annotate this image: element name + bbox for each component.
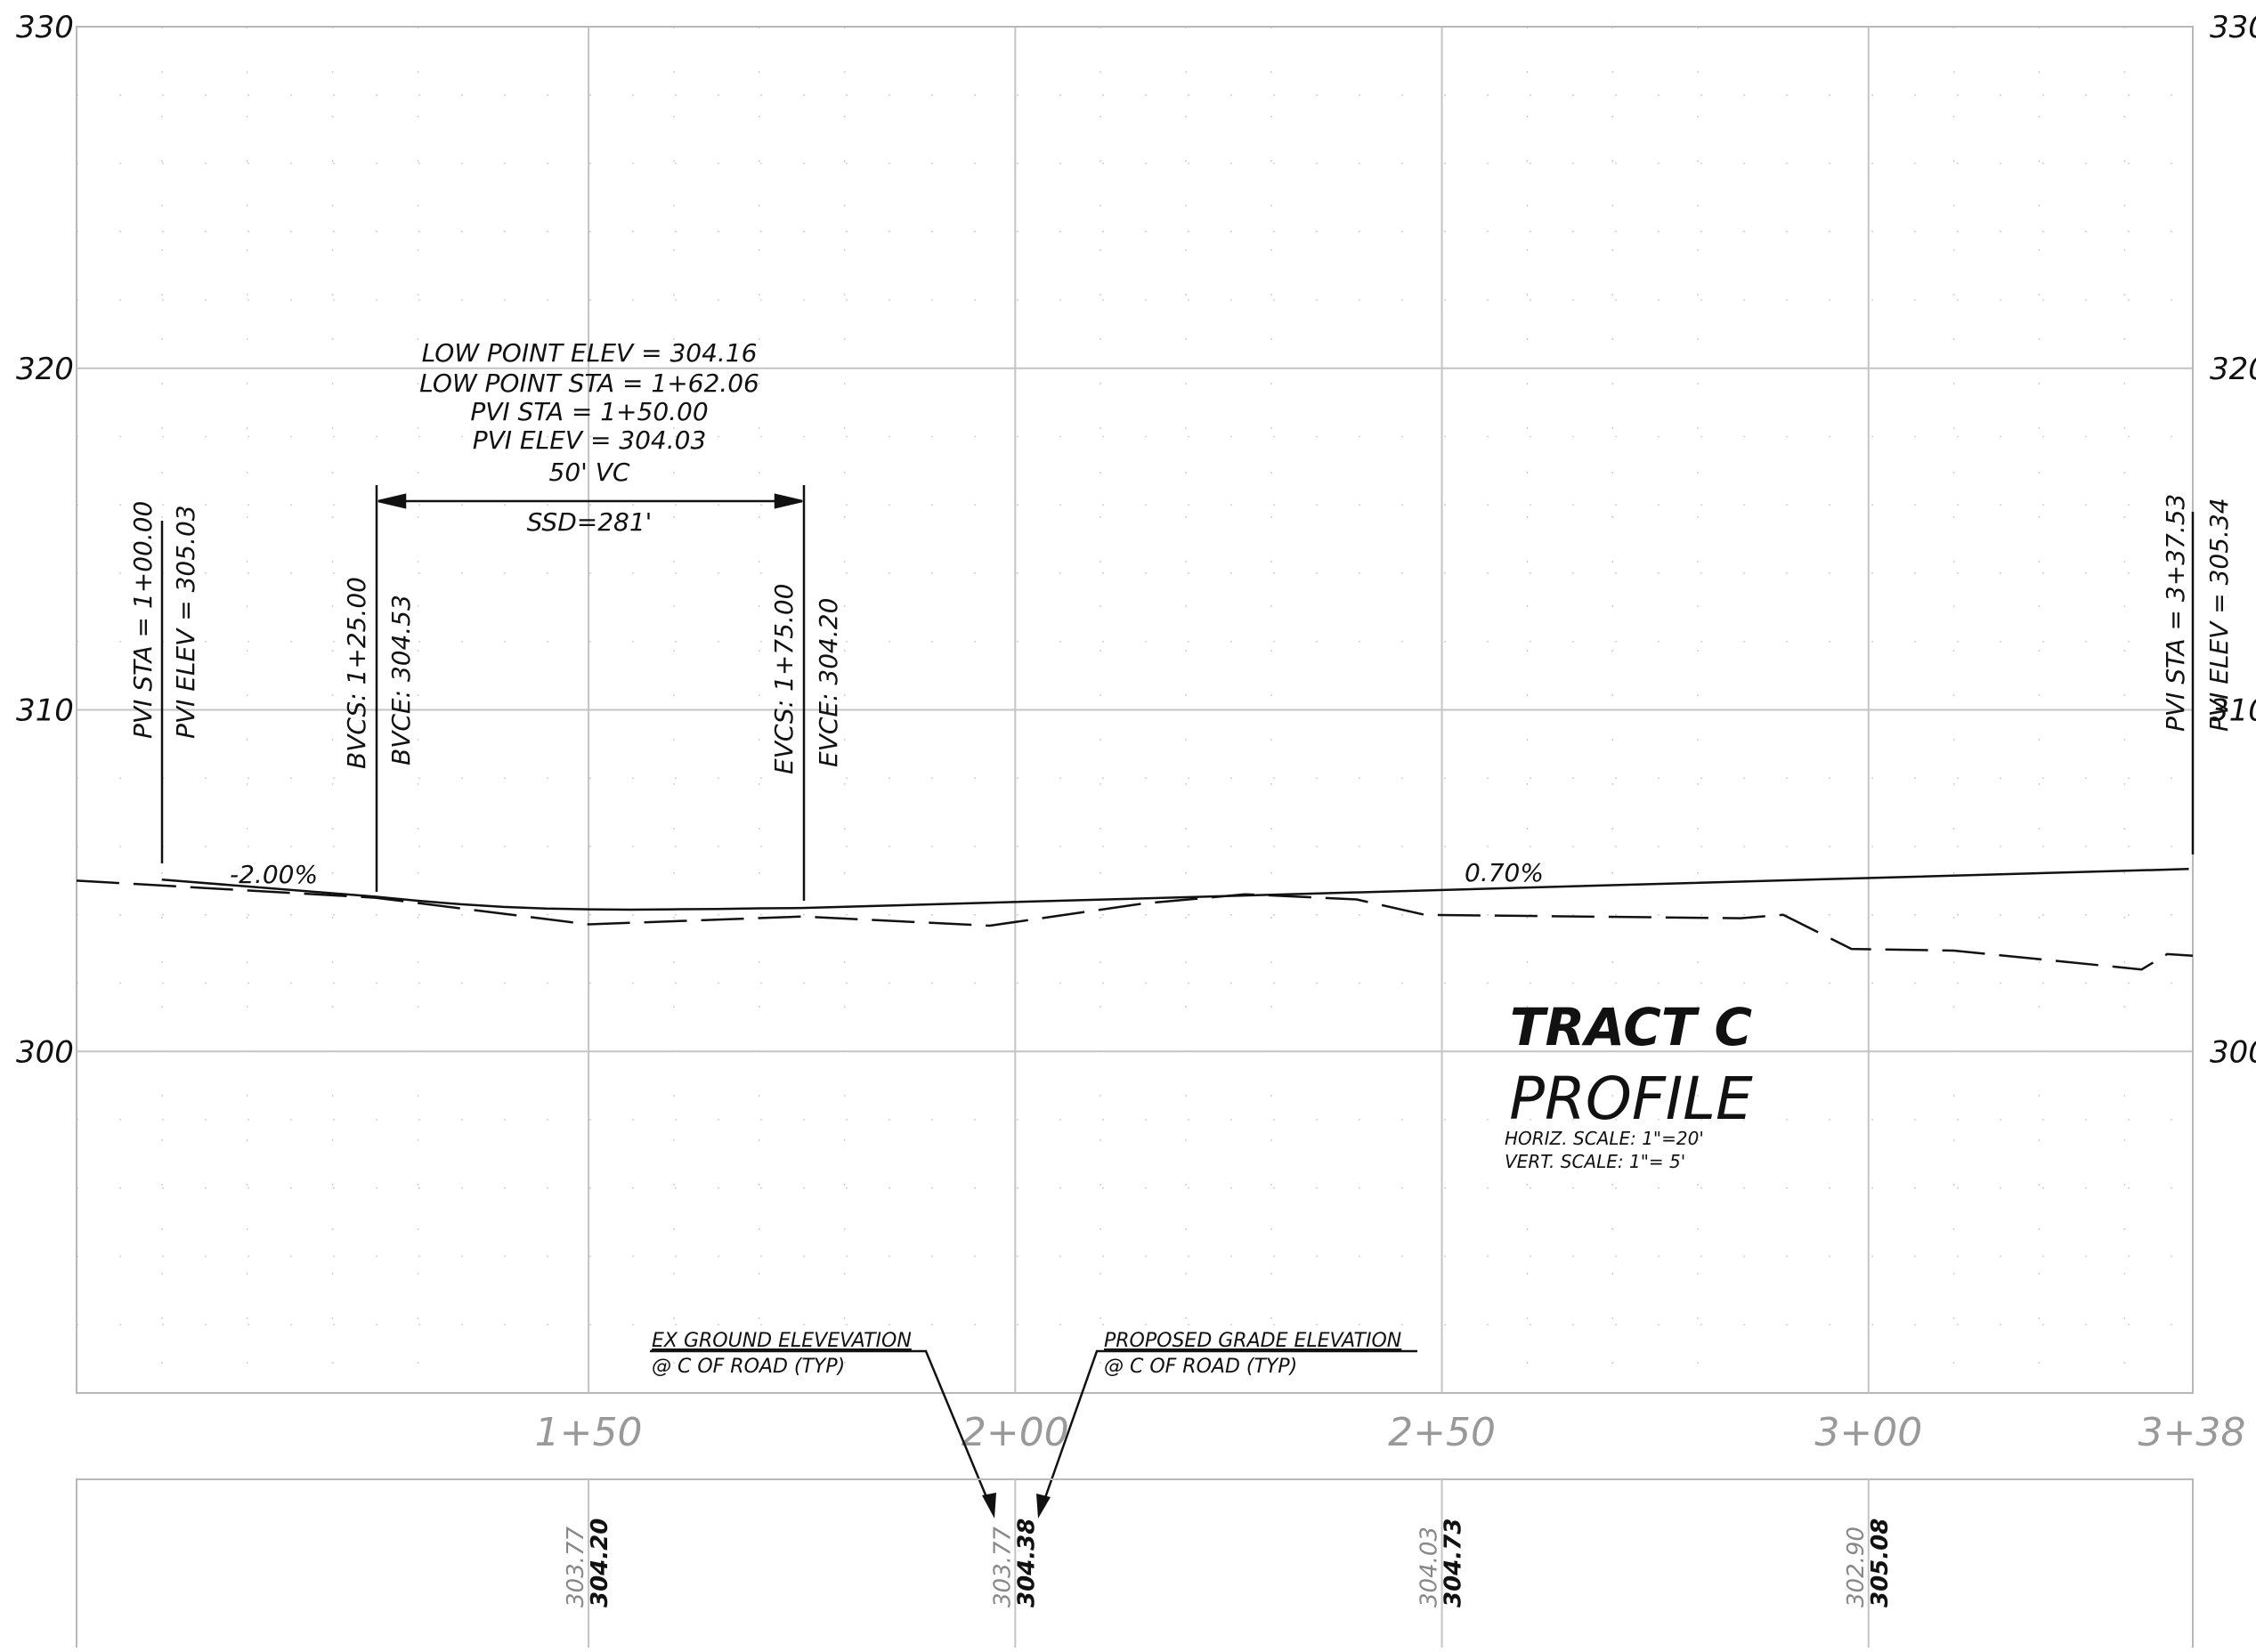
ssd-label: SSD=281' bbox=[527, 507, 653, 537]
proposed-grade-sublabel: @ C OF ROAD (TYP) bbox=[1104, 1356, 1297, 1378]
elevation-label-left: 320 bbox=[16, 352, 74, 387]
grade-right: 0.70% bbox=[1465, 858, 1544, 887]
existing-elevation-value: 303.77 bbox=[989, 1526, 1016, 1607]
low-point-elev: LOW POINT ELEV = 304.16 bbox=[422, 338, 758, 368]
bvc-labels: BVCS: 1+25.00 BVCE: 304.53 bbox=[342, 577, 416, 769]
ssd-arrow-left bbox=[377, 493, 407, 509]
pvi-sta-note: PVI STA = 1+50.00 bbox=[470, 397, 708, 426]
title-block: TRACT C PROFILE HORIZ. SCALE: 1"=20' VER… bbox=[1505, 997, 1753, 1172]
evce-label: EVCE: 304.20 bbox=[814, 598, 843, 767]
elevation-axis-left: 330 320 310 300 bbox=[16, 10, 74, 1070]
pvi-start-elev: PVI ELEV = 305.03 bbox=[171, 505, 200, 739]
low-point-sta: LOW POINT STA = 1+62.06 bbox=[419, 368, 759, 398]
vert-scale: VERT. SCALE: 1"= 5' bbox=[1505, 1151, 1685, 1172]
proposed-elevation-value: 305.08 bbox=[1867, 1518, 1894, 1607]
profile-lines bbox=[76, 868, 2194, 971]
elevation-table-border bbox=[76, 1478, 2194, 1648]
existing-ground-leader: EX GROUND ELEVEVATION @ C OF ROAD (TYP) bbox=[650, 1330, 996, 1518]
station-label: 2+50 bbox=[1388, 1410, 1496, 1455]
proposed-grade-leader: PROPOSED GRADE ELEVATION @ C OF ROAD (TY… bbox=[1036, 1330, 1417, 1518]
elevation-label-left: 310 bbox=[16, 693, 74, 729]
pvi-start-sta: PVI STA = 1+00.00 bbox=[128, 501, 158, 739]
evc-labels: EVCS: 1+75.00 EVCE: 304.20 bbox=[769, 584, 843, 774]
bvcs-label: BVCS: 1+25.00 bbox=[342, 577, 371, 769]
ssd-arrow-right bbox=[774, 493, 803, 509]
proposed-elevation-value: 304.20 bbox=[587, 1518, 613, 1607]
existing-ground-line bbox=[76, 879, 2194, 971]
existing-elevation-value: 304.03 bbox=[1416, 1526, 1443, 1607]
ex-ground-leader-line bbox=[650, 1349, 993, 1509]
ex-ground-label: EX GROUND ELEVEVATION bbox=[652, 1330, 912, 1352]
station-label: 2+00 bbox=[962, 1410, 1069, 1455]
pvi-end-elev: PVI ELEV = 305.34 bbox=[2204, 498, 2234, 732]
vertical-curve-note: LOW POINT ELEV = 304.16 LOW POINT STA = … bbox=[419, 338, 759, 537]
ex-ground-arrowhead bbox=[982, 1493, 996, 1518]
proposed-grade-line bbox=[161, 868, 2189, 911]
elevation-label-right: 320 bbox=[2210, 352, 2256, 387]
vc-length: 50' VC bbox=[549, 458, 630, 487]
pvi-start-labels: PVI STA = 1+00.00 PVI ELEV = 305.03 bbox=[128, 501, 200, 739]
evcs-label: EVCS: 1+75.00 bbox=[769, 584, 799, 774]
pvi-elev-note: PVI ELEV = 304.03 bbox=[473, 425, 707, 455]
pvi-end-labels: PVI STA = 3+37.53 PVI ELEV = 305.34 bbox=[2161, 494, 2234, 732]
existing-elevation-value: 302.90 bbox=[1843, 1526, 1870, 1607]
proposed-grade-arrowhead bbox=[1036, 1494, 1051, 1518]
ex-ground-sublabel: @ C OF ROAD (TYP) bbox=[652, 1356, 845, 1378]
elevation-label-left: 300 bbox=[16, 1034, 74, 1070]
proposed-grade-leader-line bbox=[1040, 1349, 1417, 1509]
major-grid bbox=[77, 27, 2193, 1393]
elevation-label-right: 300 bbox=[2210, 1034, 2256, 1070]
elevation-label-left: 330 bbox=[16, 10, 74, 45]
elevation-axis-right: 330 320 310 300 bbox=[2210, 10, 2256, 1070]
elevation-label-right: 330 bbox=[2210, 10, 2256, 45]
callout-lines bbox=[160, 485, 2195, 901]
grade-left: -2.00% bbox=[230, 860, 318, 889]
horiz-scale: HORIZ. SCALE: 1"=20' bbox=[1505, 1128, 1704, 1149]
profile-subtitle: PROFILE bbox=[1509, 1065, 1753, 1133]
proposed-grade-label: PROPOSED GRADE ELEVATION bbox=[1104, 1330, 1401, 1352]
station-axis: 1+50 2+00 2+50 3+00 3+38 bbox=[535, 1410, 2246, 1455]
station-label: 1+50 bbox=[535, 1410, 643, 1455]
station-label: 3+38 bbox=[2138, 1410, 2246, 1455]
tract-title: TRACT C bbox=[1510, 997, 1752, 1057]
station-label: 3+00 bbox=[1814, 1410, 1922, 1455]
existing-elevation-value: 303.77 bbox=[563, 1526, 589, 1607]
proposed-elevation-value: 304.38 bbox=[1013, 1518, 1040, 1607]
bvce-label: BVCE: 304.53 bbox=[386, 595, 416, 765]
elevation-label-right: 310 bbox=[2210, 693, 2256, 729]
pvi-end-sta: PVI STA = 3+37.53 bbox=[2161, 494, 2190, 732]
proposed-elevation-value: 304.73 bbox=[1440, 1518, 1467, 1607]
